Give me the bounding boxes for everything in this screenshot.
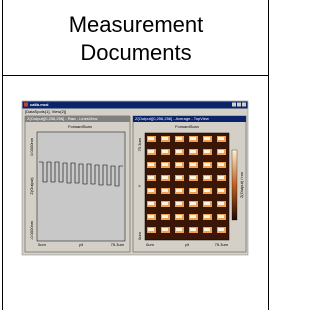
- plot-area: [37, 132, 125, 241]
- title-line: Measurement: [69, 12, 204, 37]
- window-titlebar: [23, 102, 248, 109]
- y-bottom-label: 0um: [137, 232, 142, 240]
- x-start-label: 0um: [146, 242, 154, 247]
- x-start-label: 0um: [38, 242, 46, 247]
- panel-title: Z(Output)[0,256,256] - Raw - LinesView: [27, 116, 98, 121]
- x-end-label: 75.3um: [111, 242, 125, 247]
- panel-subtitle: ForwardScan: [175, 124, 199, 129]
- card: Measurement Documents calib.mcd [DataSpo…: [0, 0, 272, 310]
- panel-title: Z(Output)[0,256,256] - Average - TopView: [135, 116, 209, 121]
- y-axis-label: Y: [137, 184, 142, 187]
- screenshot: calib.mcd [DataSpots(1], View(2)] Z(Outp…: [22, 101, 248, 255]
- maximize-button[interactable]: [237, 103, 241, 107]
- y-axis-label: Z(Output): [29, 177, 34, 195]
- y-bottom-label: -0.0000nm: [29, 220, 34, 240]
- topview-image: [145, 133, 229, 240]
- x-end-label: 75.3um: [215, 242, 229, 247]
- title-line: Documents: [80, 40, 191, 65]
- minimize-button[interactable]: [232, 103, 236, 107]
- y-top-label: 0.0000nm: [29, 137, 34, 155]
- toolbar-text: [DataSpots(1], View(2)]: [25, 109, 66, 114]
- panel-subtitle: ForwardScan: [68, 124, 92, 129]
- window-title: calib.mcd: [30, 102, 49, 107]
- colorbar-label: Z(Output) / nm: [239, 171, 244, 198]
- close-button[interactable]: [242, 103, 246, 107]
- window-icon: [24, 103, 28, 107]
- y-top-label: 75.3um: [137, 137, 142, 151]
- colorbar: [232, 150, 237, 220]
